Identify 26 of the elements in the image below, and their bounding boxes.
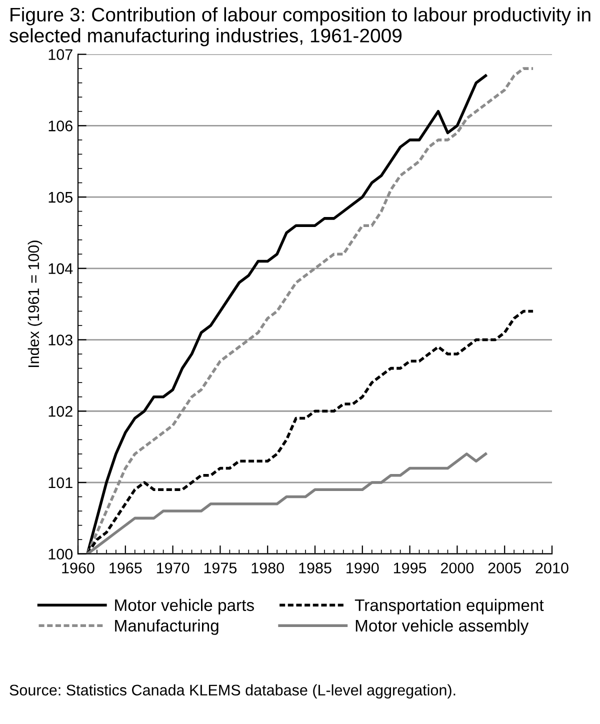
x-tick-label: 1965: [110, 562, 142, 574]
y-tick-label: 105: [48, 192, 72, 203]
legend-label: Transportation equipment: [354, 598, 544, 614]
y-tick-label: 106: [48, 120, 72, 132]
x-tick-label: 1985: [299, 562, 332, 574]
chart-title: Figure 3: Contribution of labour composition to labour productivity in selected manufacturing industries, 1961-2009: [10, 7, 590, 46]
x-tick-label: 2000: [440, 562, 474, 574]
legend-label: Motor vehicle parts: [115, 598, 254, 614]
x-tick-label: 1980: [252, 562, 284, 574]
x-tick-label: 1990: [346, 562, 379, 574]
legend-label: Motor vehicle assembly: [356, 619, 529, 635]
y-axis-title: Index (1961 = 100): [28, 240, 42, 368]
y-tick-label: 103: [48, 334, 72, 346]
y-tick-label: 102: [48, 406, 72, 417]
x-tick-label: 1960: [62, 562, 94, 574]
x-tick-label: 2005: [488, 562, 521, 574]
x-tick-label: 2010: [536, 562, 568, 574]
x-tick-label: 1975: [204, 562, 237, 574]
y-tick-label: 104: [48, 263, 73, 274]
x-tick-label: 1970: [156, 562, 190, 574]
legend-label: Manufacturing: [115, 619, 218, 635]
y-tick-label: 101: [48, 477, 72, 488]
x-tick-label: 1995: [394, 562, 426, 574]
source-note: Source: Statistics Canada KLEMS database (L-level aggregation).: [10, 684, 456, 699]
y-tick-label: 100: [48, 548, 73, 560]
y-tick-label: 107: [48, 49, 72, 60]
